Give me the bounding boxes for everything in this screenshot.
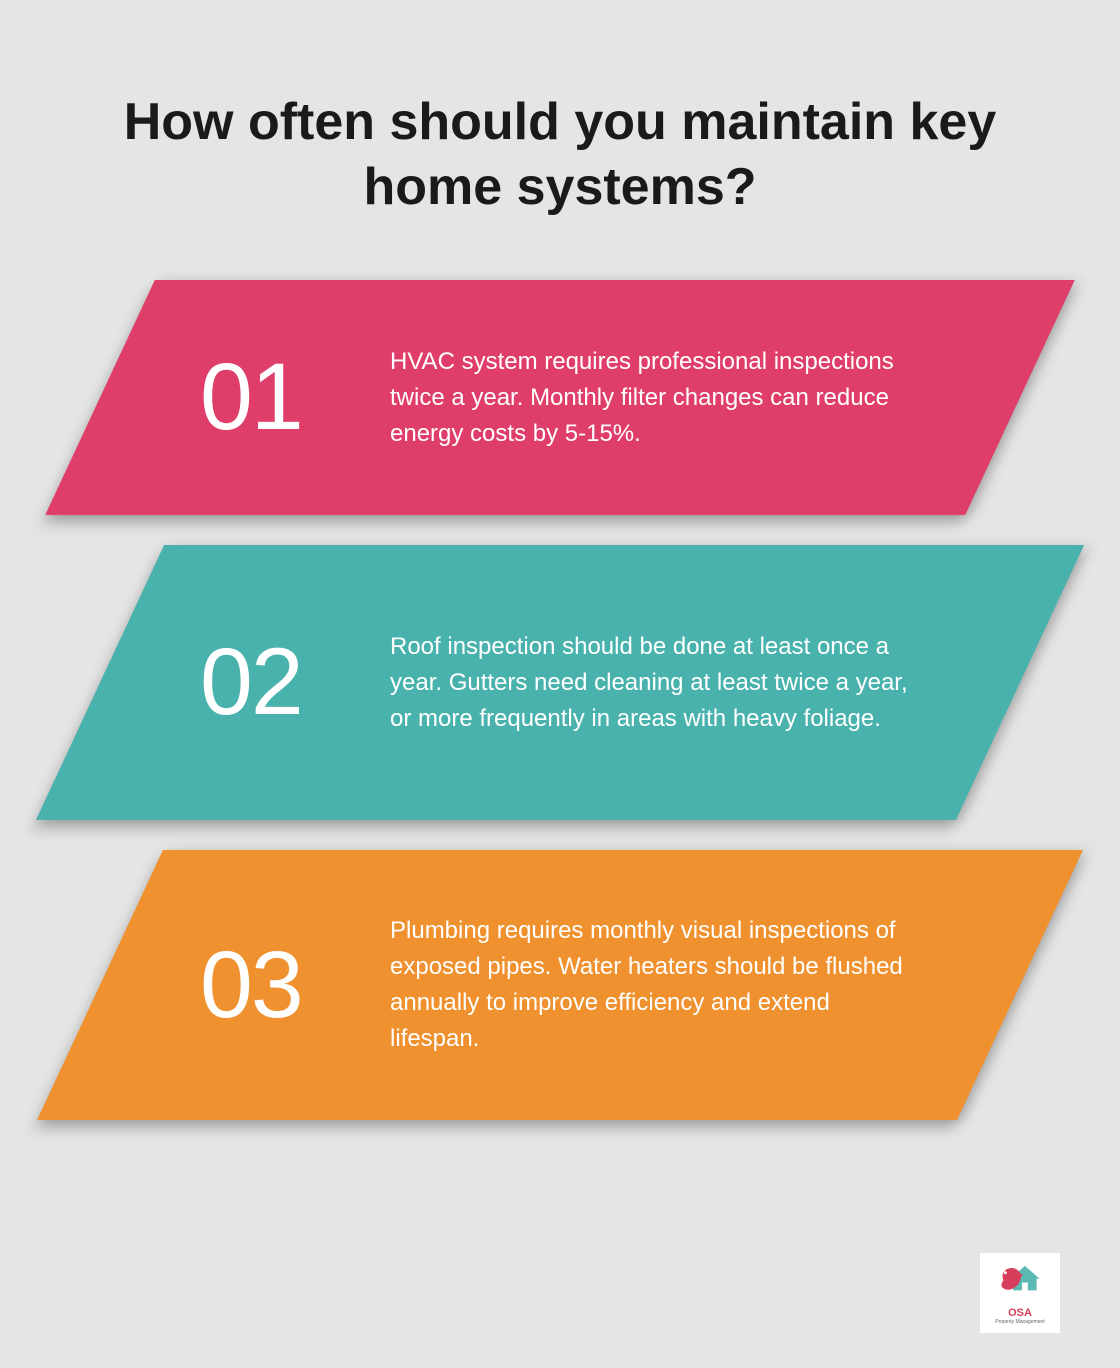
logo-box: OSA Property Management [980,1253,1060,1333]
card-number: 02 [200,628,390,737]
card-content: 02 Roof inspection should be done at lea… [100,545,1020,820]
infographic-container: How often should you maintain key home s… [0,0,1120,1368]
info-card-3: 03 Plumbing requires monthly visual insp… [100,850,1020,1120]
logo-icon [995,1261,1045,1305]
card-text: Roof inspection should be done at least … [390,629,960,737]
cards-wrapper: 01 HVAC system requires professional ins… [0,280,1120,1120]
logo-text: OSA [1008,1307,1032,1319]
logo-subtext: Property Management [995,1319,1044,1325]
card-number: 01 [200,343,390,452]
card-content: 01 HVAC system requires professional ins… [100,280,1020,515]
page-title: How often should you maintain key home s… [0,0,1120,280]
info-card-2: 02 Roof inspection should be done at lea… [100,545,1020,820]
card-number: 03 [200,931,390,1040]
card-text: Plumbing requires monthly visual inspect… [390,913,960,1057]
info-card-1: 01 HVAC system requires professional ins… [100,280,1020,515]
card-text: HVAC system requires professional inspec… [390,344,960,452]
card-content: 03 Plumbing requires monthly visual insp… [100,850,1020,1120]
